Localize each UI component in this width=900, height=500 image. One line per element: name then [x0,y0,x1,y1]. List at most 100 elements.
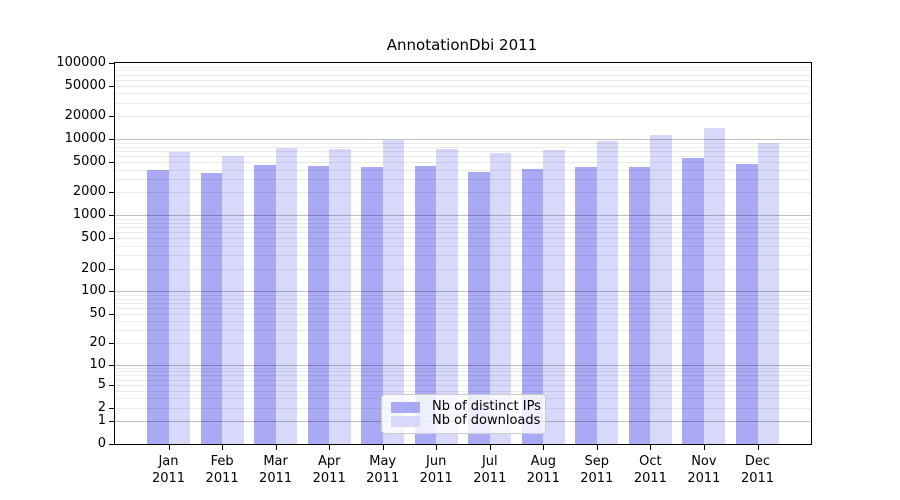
y-tick-mark [109,291,114,293]
y-tick-mark [109,85,114,87]
legend: Nb of distinct IPs Nb of downloads [381,394,546,434]
x-tick-month: Jan [158,454,179,469]
x-tick-year: 2011 [633,471,667,486]
y-tick-mark [109,63,114,64]
x-tick-mark [382,445,384,450]
plot-area: 0 1 2 5 10 20 50 100 200 500 1000 2000 5000 10000 2000… [56,55,812,486]
x-tick-mark [222,445,224,450]
y-tick-mark [109,364,114,366]
y-tick-label: 10 [89,356,106,372]
x-tick-mark [329,445,331,450]
y-tick-label: 0 [97,436,106,451]
x-tick-label: May 2011 [348,453,418,487]
y-tick-mark [109,421,114,423]
x-tick-month: Dec [744,454,771,469]
y-tick-mark [109,192,114,194]
x-tick-label: Dec 2011 [723,453,793,487]
x-tick-month: Mar [263,454,288,469]
y-tick-label: 50000 [64,77,106,93]
y-tick-label: 500 [81,230,106,246]
x-tick-mark [757,445,759,450]
y-tick-label: 100 [81,283,106,299]
x-tick-label: Apr 2011 [294,453,364,487]
bar-ips-mar [254,165,276,444]
x-tick-year: 2011 [151,471,186,486]
bar-ips-oct [628,167,651,444]
y-tick-mark [109,162,114,164]
bar-downloads-jan [168,152,190,444]
y-tick-mark [109,407,114,409]
y-tick-label: 20 [89,335,106,351]
x-tick-month: Sep [584,454,610,469]
bar-ips-jan [147,170,169,444]
x-tick-year: 2011 [473,471,507,486]
x-tick-mark [596,445,598,450]
bar-ips-feb [200,173,223,444]
y-tick-label: 10000 [64,131,106,147]
y-tick-mark [109,444,114,445]
x-tick-label: Jan 2011 [134,453,204,487]
x-tick-mark [168,445,170,450]
bar-ips-apr [307,166,330,444]
x-tick-month: May [369,454,397,469]
bar-downloads-aug [543,150,565,444]
x-tick-year: 2011 [312,471,346,486]
bar-downloads-jun [436,149,458,444]
bar-downloads-jul [489,152,512,444]
y-tick-label: 200 [81,260,106,276]
y-tick-label: 5000 [72,154,106,170]
legend-label: Nb of downloads [432,413,541,428]
bar-ips-sep [575,166,597,444]
y-tick-mark [109,139,114,141]
x-tick-year: 2011 [366,471,400,486]
bars-layer [115,63,811,444]
y-tick-mark [109,238,114,240]
x-tick-year: 2011 [205,471,239,486]
x-tick-year: 2011 [526,471,560,486]
x-tick-label: Aug 2011 [508,453,578,487]
x-tick-month: Jul [481,454,498,469]
legend-row: Nb of distinct IPs [391,400,541,414]
legend-row: Nb of downloads [391,414,540,428]
x-tick-mark [489,445,491,450]
bar-downloads-may [382,140,405,444]
x-tick-mark [543,445,545,450]
x-tick-label: Nov 2011 [669,453,739,487]
x-tick-month: Oct [639,454,662,469]
x-tick-month: Jun [426,454,447,469]
y-tick-mark [109,116,114,118]
bar-ips-jun [414,166,437,444]
legend-swatch-downloads [391,415,420,427]
x-tick-label: Sep 2011 [562,453,632,487]
y-tick-mark [109,343,114,345]
x-tick-mark [650,445,652,450]
x-tick-mark [436,445,438,450]
x-tick-label: Feb 2011 [187,453,257,487]
y-tick-mark [109,268,114,270]
x-tick-label: Jun 2011 [401,453,471,487]
bar-ips-may [361,167,383,444]
bar-downloads-feb [222,155,244,444]
y-tick-label: 50 [89,305,106,321]
x-tick-year: 2011 [740,471,775,486]
y-tick-mark [109,313,114,315]
y-tick-label: 2000 [72,184,106,200]
x-tick-month: Feb [210,454,234,469]
y-tick-label: 100000 [56,55,106,70]
bar-downloads-apr [329,148,351,444]
y-tick-label: 5 [97,376,106,392]
x-tick-year: 2011 [687,471,721,486]
chart-title: AnnotationDbi 2011 [386,36,538,54]
y-tick-label: 2 [97,399,106,415]
x-tick-mark [275,445,277,450]
y-tick-label: 1 [97,413,106,429]
y-tick-mark [109,384,114,386]
bar-ips-aug [521,169,544,444]
y-tick-label: 1000 [72,207,106,223]
x-tick-label: Mar 2011 [241,453,311,487]
bar-downloads-mar [275,147,298,444]
bar-downloads-sep [596,141,619,444]
bar-downloads-oct [650,135,672,444]
x-tick-year: 2011 [419,471,453,486]
bar-downloads-nov [703,128,726,444]
